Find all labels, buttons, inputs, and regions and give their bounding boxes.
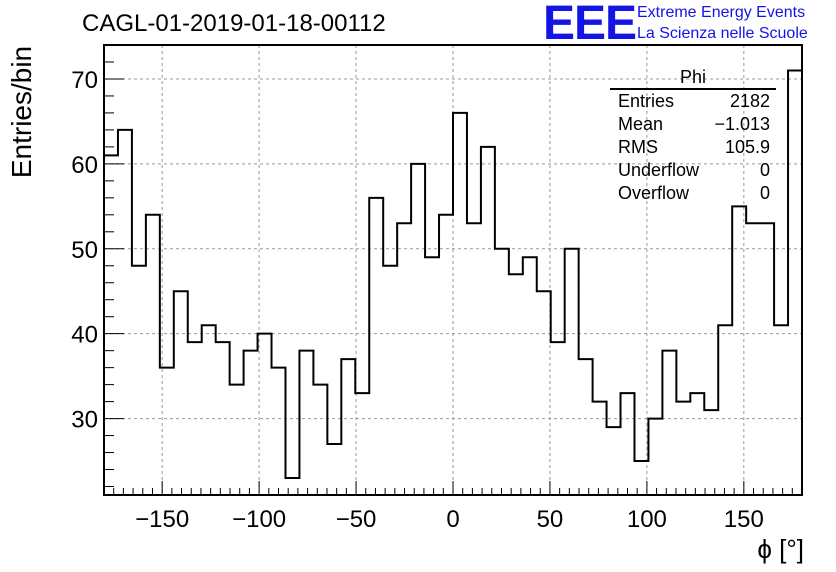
x-tick-label: 150 — [724, 506, 764, 533]
y-tick-label: 70 — [71, 67, 98, 94]
histogram-bin — [704, 410, 718, 495]
stats-value: −1.013 — [714, 114, 770, 134]
axis-ticks — [104, 44, 793, 495]
logo-caption-1: Extreme Energy Events — [637, 4, 806, 21]
y-tick-label: 40 — [71, 322, 98, 349]
histogram-bin — [662, 351, 676, 495]
stats-row: Mean −1.013 — [610, 113, 776, 136]
stats-value: 0 — [759, 183, 770, 203]
histogram-bin — [579, 359, 593, 495]
stats-label: Entries — [618, 91, 675, 111]
histogram-bin — [551, 342, 565, 495]
y-axis-label: Entries/bin — [6, 45, 37, 179]
histogram-bin — [132, 266, 146, 495]
logo-caption-2: La Scienza nelle Scuole — [637, 25, 808, 42]
stats-label: Mean — [618, 114, 664, 134]
stats-value: 0 — [759, 160, 770, 180]
stats-title: Phi — [610, 66, 776, 90]
histogram-bin — [774, 325, 788, 495]
histogram-bin — [285, 478, 299, 495]
x-tick-label: 0 — [446, 506, 459, 533]
histogram-bin — [383, 266, 397, 495]
histogram-bin — [118, 130, 132, 495]
histogram-bin — [453, 113, 467, 495]
histogram-bin — [495, 249, 509, 495]
histogram-bin — [523, 257, 537, 495]
eee-logo: EEE — [543, 0, 637, 50]
histogram-bin — [230, 385, 244, 495]
histogram-bin — [160, 368, 174, 495]
stats-label: Overflow — [618, 183, 690, 203]
histogram-bin — [467, 223, 481, 495]
histogram-bin — [690, 393, 704, 495]
histogram-bin — [788, 70, 802, 495]
stats-value: 105.9 — [724, 137, 770, 157]
stats-label: Underflow — [618, 160, 700, 180]
histogram-bin — [355, 393, 369, 495]
histogram-bin — [648, 419, 662, 495]
histogram-bin — [104, 155, 118, 495]
histogram-bin — [676, 402, 690, 495]
histogram-bin — [341, 359, 355, 495]
histogram-bin — [146, 215, 160, 495]
histogram-bin — [202, 325, 216, 495]
histogram-bin — [327, 444, 341, 495]
chart-title: CAGL-01-2019-01-18-00112 — [82, 10, 386, 37]
histogram-bin — [258, 334, 272, 495]
x-tick-label: −100 — [232, 506, 286, 533]
x-tick-label: 100 — [627, 506, 667, 533]
tick-labels: −150 −100 −50 0 50 100 150 30 40 50 60 70 — [71, 67, 764, 533]
x-tick-label: 50 — [537, 506, 564, 533]
x-tick-label: −50 — [336, 506, 377, 533]
histogram-bin — [313, 385, 327, 495]
y-tick-label: 50 — [71, 237, 98, 264]
stats-box: Phi Entries 2182 Mean −1.013 RMS 105.9 U… — [610, 66, 776, 205]
histogram-bin — [746, 223, 760, 495]
histogram-bin — [411, 164, 425, 495]
histogram-bin — [299, 351, 313, 495]
histogram-bin — [509, 274, 523, 495]
y-tick-label: 30 — [71, 407, 98, 434]
stats-row: Overflow 0 — [610, 182, 776, 205]
histogram-bin — [593, 402, 607, 495]
histogram-series — [104, 69, 802, 495]
histogram-bin — [732, 206, 746, 495]
stats-row: Entries 2182 — [610, 90, 776, 113]
histogram-bin — [565, 249, 579, 495]
histogram-bin — [425, 257, 439, 495]
histogram-bin — [537, 291, 551, 495]
histogram-bin — [397, 223, 411, 495]
histogram-bin — [174, 291, 188, 495]
grid-lines — [104, 45, 802, 495]
stats-row: Underflow 0 — [610, 159, 776, 182]
histogram-bin — [607, 427, 621, 495]
histogram-bin — [188, 342, 202, 495]
x-tick-label: −150 — [135, 506, 189, 533]
histogram-line — [104, 69, 802, 480]
histogram-bin — [760, 223, 774, 495]
histogram-bin — [481, 147, 495, 495]
histogram-bin — [244, 351, 258, 495]
histogram-bin — [369, 198, 383, 495]
y-tick-label: 60 — [71, 152, 98, 179]
histogram-bin — [216, 342, 230, 495]
stats-row: RMS 105.9 — [610, 136, 776, 159]
stats-label: RMS — [618, 137, 658, 157]
histogram-bin — [634, 461, 648, 495]
histogram-bin — [272, 368, 286, 495]
histogram-bin — [718, 325, 732, 495]
x-axis-label: ϕ [°] — [757, 534, 804, 564]
histogram-bin — [621, 393, 635, 495]
stats-value: 2182 — [729, 91, 770, 111]
histogram-bin — [439, 215, 453, 495]
